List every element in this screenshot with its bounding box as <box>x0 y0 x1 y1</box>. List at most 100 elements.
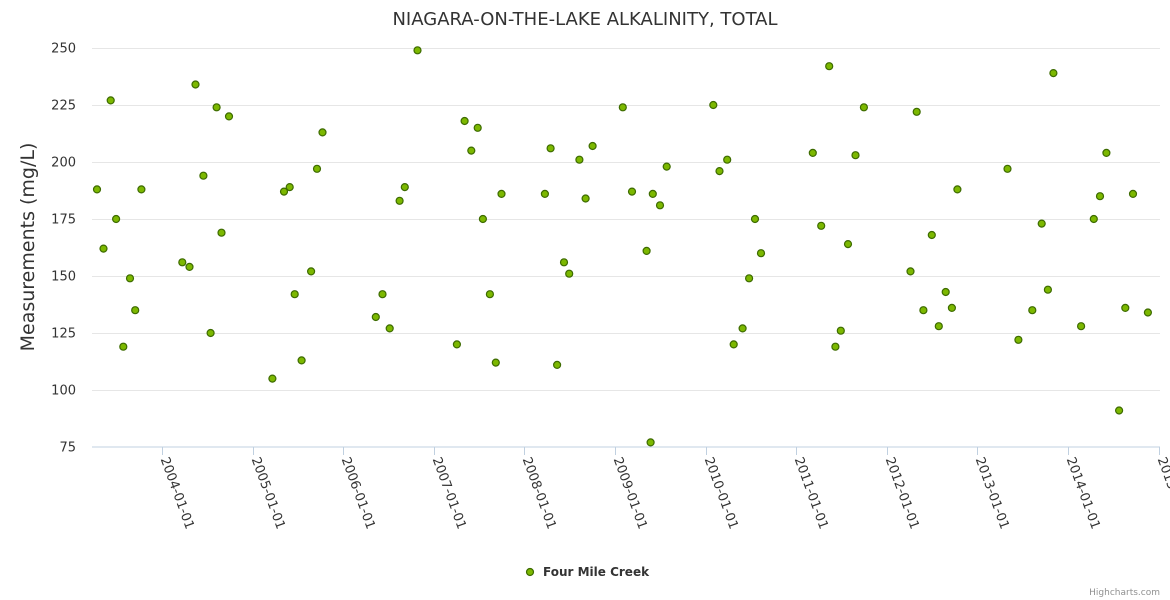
data-point[interactable] <box>715 167 724 176</box>
data-point[interactable] <box>92 185 102 194</box>
data-point[interactable] <box>413 46 422 55</box>
data-point[interactable] <box>137 185 146 194</box>
data-point[interactable] <box>817 221 826 230</box>
data-point[interactable] <box>279 187 289 196</box>
data-point[interactable] <box>627 187 637 196</box>
data-point[interactable] <box>859 103 869 112</box>
data-point[interactable] <box>1003 164 1012 173</box>
data-point[interactable] <box>131 306 140 315</box>
data-point[interactable] <box>546 144 555 153</box>
data-point[interactable] <box>371 312 380 322</box>
data-point[interactable] <box>285 183 294 192</box>
data-point[interactable] <box>729 340 738 349</box>
data-point[interactable] <box>185 262 194 271</box>
legend-symbol-four-mile-creek[interactable] <box>525 567 535 577</box>
data-point[interactable] <box>178 258 187 267</box>
data-point[interactable] <box>836 326 845 335</box>
data-point[interactable] <box>581 194 590 203</box>
data-point[interactable] <box>1143 308 1153 317</box>
data-point[interactable] <box>290 290 299 299</box>
data-point[interactable] <box>588 141 597 151</box>
data-point[interactable] <box>125 274 135 283</box>
data-point[interactable] <box>378 290 387 299</box>
data-point[interactable] <box>111 214 121 224</box>
data-point[interactable] <box>1049 68 1058 78</box>
data-point[interactable] <box>1121 303 1130 312</box>
data-point[interactable] <box>646 438 655 447</box>
data-point[interactable] <box>400 183 409 192</box>
data-point[interactable] <box>831 342 840 351</box>
data-point[interactable] <box>618 103 627 112</box>
data-point[interactable] <box>395 196 404 205</box>
data-point[interactable] <box>927 230 936 240</box>
data-point[interactable] <box>212 103 221 112</box>
data-point[interactable] <box>1043 285 1053 294</box>
data-point[interactable] <box>919 306 928 315</box>
y-tick-label: 125 <box>51 327 76 342</box>
data-point[interactable] <box>552 360 562 369</box>
data-point[interactable] <box>485 290 494 299</box>
data-point[interactable] <box>1014 335 1023 344</box>
data-point[interactable] <box>953 185 962 194</box>
data-point[interactable] <box>473 123 482 132</box>
data-point[interactable] <box>709 100 718 110</box>
legend-label-four-mile-creek[interactable]: Four Mile Creek <box>543 565 650 579</box>
data-point[interactable] <box>565 269 574 278</box>
data-point[interactable] <box>1128 189 1138 198</box>
data-point[interactable] <box>1028 306 1037 315</box>
data-point[interactable] <box>662 162 671 171</box>
data-point[interactable] <box>744 274 754 283</box>
series-four-mile-creek[interactable] <box>92 46 1153 447</box>
data-point[interactable] <box>642 246 651 255</box>
data-point[interactable] <box>559 258 569 267</box>
data-point[interactable] <box>825 62 834 71</box>
data-point[interactable] <box>723 155 732 164</box>
data-point[interactable] <box>191 80 200 89</box>
legend[interactable]: Four Mile Creek <box>525 565 651 579</box>
data-point[interactable] <box>851 151 860 160</box>
data-point[interactable] <box>1037 219 1046 228</box>
data-point[interactable] <box>452 340 461 349</box>
data-point[interactable] <box>1102 148 1111 157</box>
data-point[interactable] <box>467 146 476 155</box>
data-point[interactable] <box>934 322 943 331</box>
data-point[interactable] <box>655 201 665 210</box>
data-point[interactable] <box>312 164 322 173</box>
data-point[interactable] <box>843 240 853 249</box>
data-point[interactable] <box>478 214 487 224</box>
data-point[interactable] <box>307 267 316 276</box>
data-point[interactable] <box>497 189 506 198</box>
data-point[interactable] <box>906 267 915 276</box>
data-point[interactable] <box>217 228 226 237</box>
data-point[interactable] <box>199 171 208 180</box>
data-point[interactable] <box>648 189 657 198</box>
data-point[interactable] <box>106 96 115 105</box>
data-point[interactable] <box>808 148 817 157</box>
data-point[interactable] <box>268 374 277 383</box>
data-point[interactable] <box>385 324 394 333</box>
y-axis-label: Measurements (mg/L) <box>17 143 39 352</box>
data-point[interactable] <box>460 116 469 126</box>
data-point[interactable] <box>1076 322 1086 331</box>
data-point[interactable] <box>912 107 921 116</box>
data-point[interactable] <box>738 324 747 333</box>
data-point[interactable] <box>318 128 327 137</box>
data-point[interactable] <box>491 358 500 367</box>
data-point[interactable] <box>575 155 584 164</box>
data-point[interactable] <box>1089 214 1098 224</box>
data-point[interactable] <box>224 112 234 121</box>
data-point[interactable] <box>297 356 306 365</box>
data-point[interactable] <box>941 287 950 297</box>
data-point[interactable] <box>756 249 766 258</box>
data-point[interactable] <box>540 189 550 198</box>
data-point[interactable] <box>99 244 108 253</box>
data-point[interactable] <box>1095 192 1105 201</box>
data-point[interactable] <box>119 342 128 351</box>
data-point[interactable] <box>947 303 957 312</box>
data-point[interactable] <box>1114 406 1124 415</box>
data-point[interactable] <box>206 328 215 338</box>
chart-title: NIAGARA-ON-THE-LAKE ALKALINITY, TOTAL <box>392 9 777 30</box>
credits-link[interactable]: Highcharts.com <box>1089 588 1160 598</box>
data-point[interactable] <box>750 214 760 224</box>
